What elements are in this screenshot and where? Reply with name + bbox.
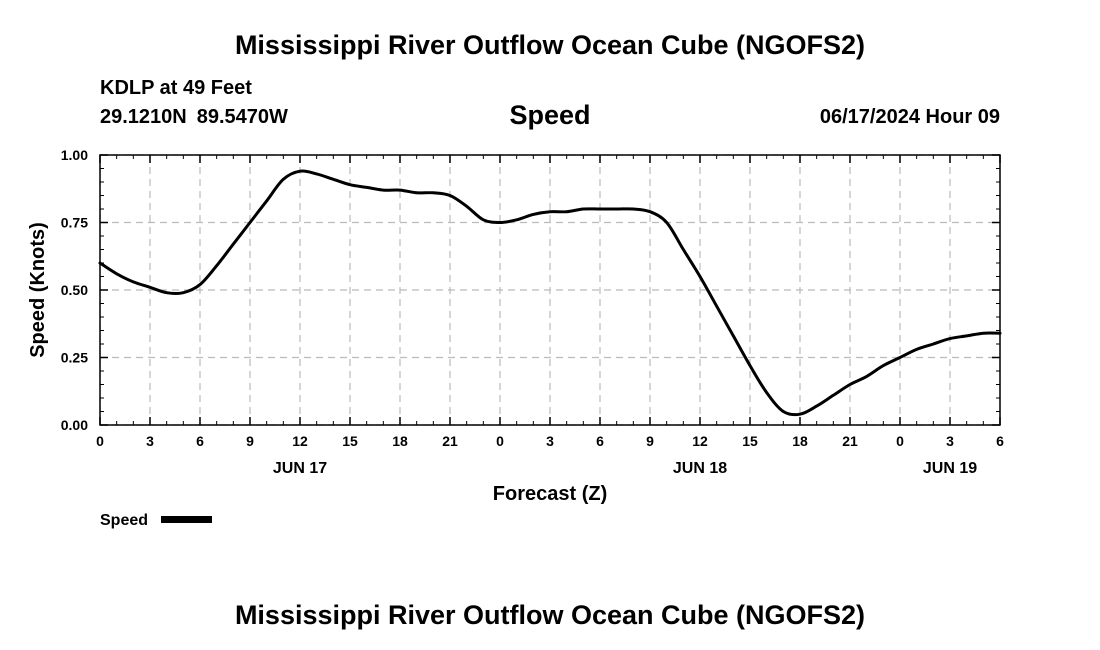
longitude-label: 89.5470W (196, 106, 288, 128)
axis-labels: 0 3 6 9 12 15 18 21 0 3 6 9 12 15 18 21 0 3 6 0.00 0.25 0.50 0… (61, 147, 1004, 477)
station-label: KDLP at 49 Feet (100, 77, 252, 99)
forecast-datetime: 06/17/2024 Hour 09 (819, 106, 1000, 128)
x-tick-label: 15 (742, 433, 758, 449)
x-tick-label: 0 (896, 433, 904, 449)
y-tick-label: 0.00 (61, 417, 88, 433)
x-tick-label: 15 (342, 433, 358, 449)
x-tick-label: 12 (692, 433, 708, 449)
x-day-label: JUN 18 (673, 460, 727, 477)
y-tick-label: 0.50 (61, 282, 88, 298)
x-tick-label: 6 (196, 433, 204, 449)
x-tick-label: 0 (96, 433, 104, 449)
x-axis-title: Forecast (Z) (493, 483, 607, 505)
grid-lines (99, 154, 1001, 426)
x-tick-label: 6 (596, 433, 604, 449)
y-tick-label: 0.25 (61, 350, 88, 366)
x-tick-label: 21 (442, 433, 458, 449)
x-tick-label: 9 (246, 433, 254, 449)
plot-frame (99, 154, 1001, 426)
speed-series-line (98, 169, 1002, 417)
y-tick-label: 0.75 (61, 215, 88, 231)
legend-swatch (161, 516, 212, 523)
x-tick-label: 18 (392, 433, 408, 449)
x-day-label: JUN 17 (273, 460, 327, 477)
x-tick-label: 3 (146, 433, 154, 449)
station-coordinates: 29.1210N 89.5470W (100, 106, 288, 129)
x-tick-label: 6 (996, 433, 1004, 449)
x-tick-label: 18 (792, 433, 808, 449)
x-tick-label: 9 (646, 433, 654, 449)
legend-label: Speed (100, 512, 148, 529)
x-tick-label: 21 (842, 433, 858, 449)
latitude-label: 29.1210N (100, 106, 187, 128)
chart-main-title: Mississippi River Outflow Ocean Cube (NG… (234, 30, 866, 60)
x-tick-label: 3 (546, 433, 554, 449)
footer-title: Mississippi River Outflow Ocean Cube (NG… (234, 600, 866, 630)
x-tick-label: 0 (496, 433, 504, 449)
x-tick-label: 3 (946, 433, 954, 449)
y-axis-title: Speed (Knots) (27, 222, 49, 358)
chart-variable-title: Speed (509, 100, 591, 130)
x-day-label: JUN 19 (923, 460, 977, 477)
x-tick-label: 12 (292, 433, 308, 449)
legend: Speed (100, 512, 212, 529)
y-tick-label: 1.00 (61, 147, 88, 163)
